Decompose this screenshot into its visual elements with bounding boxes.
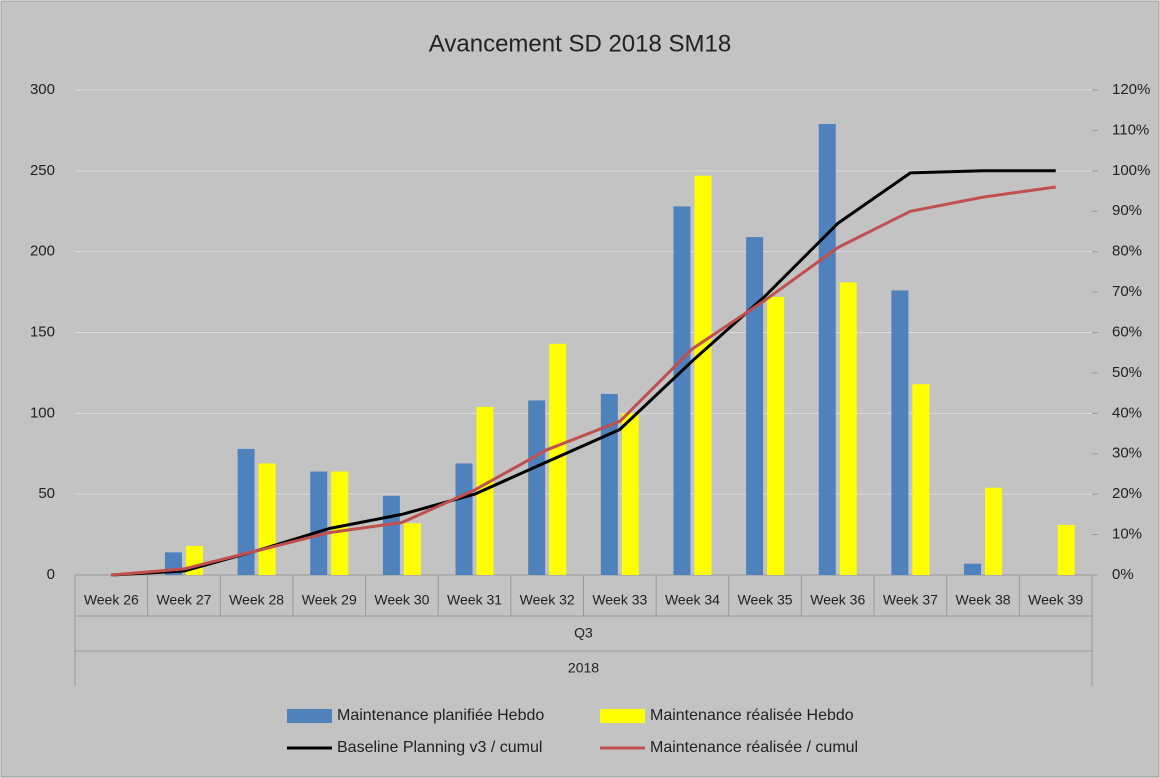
bar — [673, 206, 691, 575]
x-tick-label: Week 36 — [810, 592, 865, 608]
x-tick-label: Week 35 — [738, 592, 793, 608]
y2-tick-label: 110% — [1112, 121, 1149, 138]
bar — [818, 123, 836, 575]
y2-tick-label: 0% — [1112, 566, 1134, 583]
bar — [767, 296, 785, 575]
bar — [549, 343, 567, 575]
bar — [839, 282, 857, 575]
y2-tick-label: 10% — [1112, 526, 1142, 543]
bar — [528, 400, 546, 575]
y2-tick-label: 30% — [1112, 445, 1142, 462]
x-tick-label: Week 28 — [229, 592, 284, 608]
legend-label: Maintenance réalisée Hebdo — [650, 707, 854, 724]
y-tick-label: 250 — [30, 162, 55, 179]
x-tick-label: Week 33 — [592, 592, 647, 608]
x-tick-label: Week 26 — [84, 592, 139, 608]
y2-tick-label: 60% — [1112, 323, 1142, 340]
y-tick-label: 50 — [38, 485, 55, 502]
bar — [403, 523, 421, 575]
y2-tick-label: 40% — [1112, 404, 1142, 421]
x-tick-label: Week 39 — [1028, 592, 1083, 608]
legend-swatch — [600, 709, 645, 723]
legend-swatch — [287, 709, 332, 723]
x-tick-label: Week 38 — [956, 592, 1011, 608]
x-tick-label: Week 34 — [665, 592, 720, 608]
x-tick-label: Week 27 — [156, 592, 211, 608]
x-tick-label: Week 32 — [520, 592, 575, 608]
group-label: 2018 — [568, 660, 599, 676]
bar — [455, 463, 473, 575]
y2-tick-label: 50% — [1112, 364, 1142, 381]
y-tick-label: 150 — [30, 323, 55, 340]
bar — [600, 393, 618, 575]
y-tick-label: 200 — [30, 243, 55, 260]
bar — [310, 471, 328, 575]
y-tick-label: 300 — [30, 81, 55, 98]
bar — [694, 175, 712, 575]
chart-title: Avancement SD 2018 SM18 — [429, 30, 731, 57]
bar — [1057, 524, 1075, 575]
legend-label: Maintenance planifiée Hebdo — [337, 707, 544, 724]
bar — [621, 413, 639, 575]
group-label: Q3 — [574, 625, 593, 641]
bar — [964, 563, 982, 575]
y2-tick-label: 70% — [1112, 283, 1142, 300]
x-tick-label: Week 29 — [302, 592, 357, 608]
x-tick-label: Week 30 — [374, 592, 429, 608]
bar — [746, 237, 764, 575]
x-tick-label: Week 31 — [447, 592, 502, 608]
y2-tick-label: 90% — [1112, 202, 1142, 219]
bar — [891, 290, 909, 575]
bar — [258, 463, 276, 575]
bar — [237, 448, 255, 575]
y2-tick-label: 20% — [1112, 485, 1142, 502]
y2-tick-label: 120% — [1112, 81, 1150, 98]
bar — [912, 384, 930, 575]
y2-tick-label: 80% — [1112, 243, 1142, 260]
y-tick-label: 0 — [47, 566, 55, 583]
x-tick-label: Week 37 — [883, 592, 938, 608]
y2-tick-label: 100% — [1112, 162, 1150, 179]
legend-label: Maintenance réalisée / cumul — [650, 739, 858, 756]
bar — [985, 487, 1003, 575]
line — [111, 185, 1056, 577]
y-tick-label: 100 — [30, 404, 55, 421]
bar — [382, 495, 400, 575]
bar — [331, 471, 349, 575]
legend-label: Baseline Planning v3 / cumul — [337, 739, 542, 756]
